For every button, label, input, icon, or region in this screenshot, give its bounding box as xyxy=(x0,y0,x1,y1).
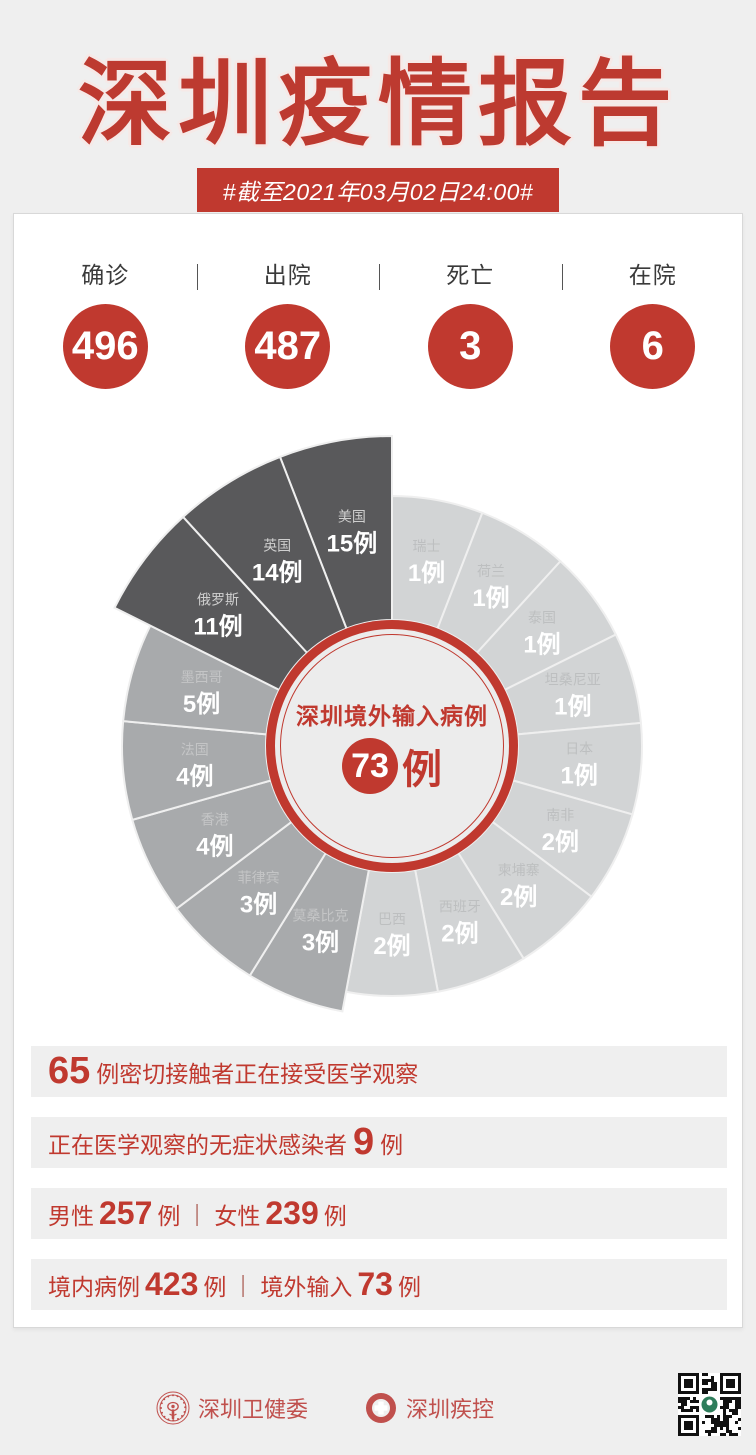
svg-text:瑞士: 瑞士 xyxy=(413,538,441,554)
svg-text:3例: 3例 xyxy=(240,891,277,918)
svg-text:泰国: 泰国 xyxy=(528,610,556,626)
svg-text:坦桑尼亚: 坦桑尼亚 xyxy=(545,672,601,688)
svg-text:1例: 1例 xyxy=(523,632,560,659)
svg-text:日本: 日本 xyxy=(565,740,593,756)
svg-text:2例: 2例 xyxy=(500,884,537,911)
svg-text:英国: 英国 xyxy=(263,538,291,554)
svg-text:4例: 4例 xyxy=(176,763,213,790)
svg-text:4例: 4例 xyxy=(196,833,233,860)
svg-text:2例: 2例 xyxy=(441,920,478,947)
svg-text:1例: 1例 xyxy=(554,694,591,721)
svg-text:西班牙: 西班牙 xyxy=(439,898,481,914)
svg-text:14例: 14例 xyxy=(252,560,303,587)
svg-text:荷兰: 荷兰 xyxy=(477,563,505,579)
svg-text:莫桑比克: 莫桑比克 xyxy=(293,908,349,924)
svg-text:15例: 15例 xyxy=(327,531,378,558)
svg-text:1例: 1例 xyxy=(408,560,445,587)
svg-text:1例: 1例 xyxy=(472,585,509,612)
svg-text:11例: 11例 xyxy=(193,614,242,641)
svg-text:巴西: 巴西 xyxy=(378,911,406,927)
svg-text:香港: 香港 xyxy=(201,811,229,827)
svg-text:2例: 2例 xyxy=(542,829,579,856)
svg-text:法国: 法国 xyxy=(181,741,209,757)
svg-text:1例: 1例 xyxy=(561,762,598,789)
svg-text:俄罗斯: 俄罗斯 xyxy=(197,592,239,608)
svg-text:3例: 3例 xyxy=(302,930,339,957)
svg-text:南非: 南非 xyxy=(546,807,574,823)
svg-text:美国: 美国 xyxy=(338,509,366,525)
svg-text:5例: 5例 xyxy=(183,691,220,718)
svg-text:墨西哥: 墨西哥 xyxy=(181,669,223,685)
svg-text:2例: 2例 xyxy=(373,933,410,960)
